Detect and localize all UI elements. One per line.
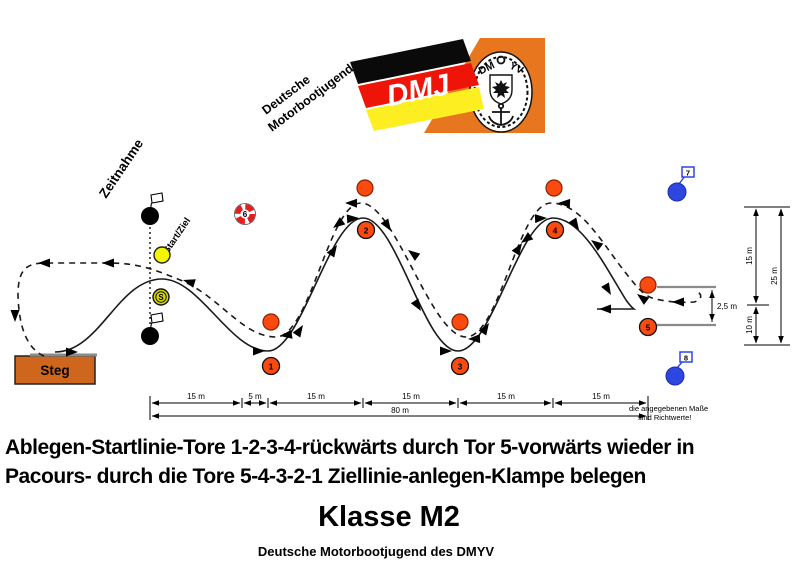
gate1-outer-buoy [262, 313, 280, 331]
buoy8-label: 8 [684, 354, 688, 363]
right-lower-label: 10 m [745, 316, 754, 334]
yellow-buoy [153, 246, 171, 264]
direction-arrows [10, 198, 684, 357]
stripe-black [350, 39, 471, 84]
badge-yv-label: YV [507, 60, 525, 77]
gate5-slot-rails [657, 285, 716, 327]
right-upper-label: 15 m [745, 247, 754, 265]
gate5-label: 5 [646, 323, 651, 333]
dim-seg-label: 15 m [497, 392, 515, 401]
buoy6-label: 6 [243, 210, 248, 219]
steg-label: Steg [40, 363, 69, 378]
gate5-buoy [638, 317, 658, 337]
gate1-label: 1 [269, 362, 274, 372]
note-line1: die angegebenen Maße [629, 404, 708, 413]
instructions-line2: Pacours- durch die Tore 5-4-3-2-1 Zielli… [5, 465, 646, 488]
gate2-label: 2 [364, 226, 369, 236]
gate1-buoy [261, 356, 281, 376]
gate3-buoy [450, 356, 470, 376]
gate4-buoy [545, 220, 565, 240]
dim-seg-label: 5 m [248, 392, 262, 401]
right-dimension-arrows [753, 208, 784, 344]
dimension-note: die angegebenen Maße sind Richtwerte! [629, 404, 708, 422]
dim-seg-label: 15 m [402, 392, 420, 401]
gate-buoys: 1 2 3 4 5 [261, 179, 658, 376]
dim-total-label: 80 m [391, 406, 409, 415]
eagle-shield-icon [489, 74, 513, 105]
dim-seg-label: 15 m [187, 392, 205, 401]
timing-mark-bottom [141, 327, 159, 345]
right-dimension-labels: 15 m 10 m 25 m [745, 247, 779, 334]
dmj-logo: DM YV DMJ Deutsche Motorbootjugend [259, 38, 545, 134]
bottom-dimension-labels: 15 m 5 m 15 m 15 m 15 m 15 m 80 m [187, 392, 610, 415]
course-area: Steg [10, 136, 716, 386]
dmyv-badge: DM YV [469, 51, 533, 133]
class-title: Klasse M2 [318, 501, 460, 533]
stripe-red [358, 63, 479, 108]
dim-seg-label: 15 m [307, 392, 325, 401]
gate2-buoy [356, 220, 376, 240]
blue-buoy-8: 8 [665, 351, 693, 386]
gate2-outer-buoy [356, 179, 374, 197]
buoy7-label: 7 [686, 169, 690, 178]
gate5-width-dimension: 2,5 m [709, 290, 737, 322]
life-ring-buoy-6: 6 [234, 203, 256, 225]
gate3-label: 3 [458, 362, 463, 372]
right-full-label: 25 m [770, 267, 779, 285]
gate3-outer-buoy [451, 313, 469, 331]
timing-mark-top [141, 207, 159, 225]
timing-flag-bottom [149, 312, 164, 333]
gate5-width-label: 2,5 m [717, 302, 737, 311]
start-s-buoy: S [152, 288, 170, 306]
dimension-annotations: 15 m 5 m 15 m 15 m 15 m 15 m 80 m die an… [149, 206, 790, 422]
gate5-outer-buoy [639, 276, 657, 294]
badge-loop-icon [496, 55, 506, 65]
gate4-label: 4 [553, 226, 558, 236]
course-path-return [17, 202, 702, 357]
note-line2: sind Richtwerte! [638, 413, 691, 422]
dim-seg-label: 15 m [592, 392, 610, 401]
timing-flag-top [149, 192, 164, 213]
diagram-canvas: DM YV DMJ Deutsche Motorbootjugend [10, 38, 790, 422]
steg-dock: Steg [14, 353, 97, 385]
course-path-outbound [54, 217, 637, 353]
gate4-outer-buoy [545, 179, 563, 197]
zeitnahme-label: Zeitnahme [96, 136, 146, 201]
bottom-dimension-line [149, 396, 649, 420]
s-buoy-label: S [158, 293, 164, 302]
anchor-icon [488, 102, 514, 126]
stripe-yellow [366, 87, 484, 131]
instructions-line1: Ablegen-Startlinie-Tore 1-2-3-4-rückwärt… [5, 436, 695, 459]
footer-org: Deutsche Motorbootjugend des DMYV [257, 544, 495, 559]
blue-buoy-7: 7 [667, 166, 695, 202]
